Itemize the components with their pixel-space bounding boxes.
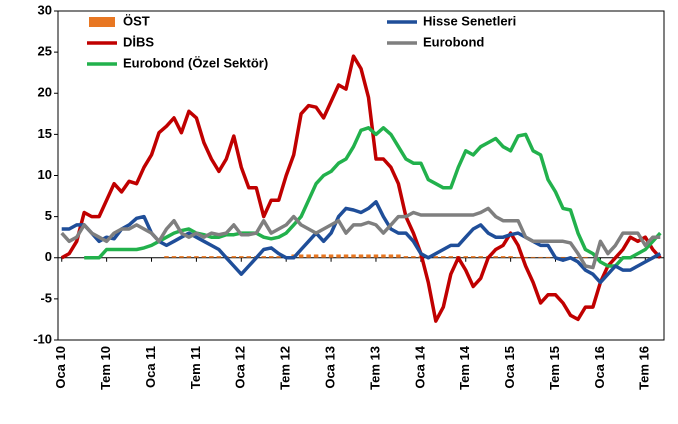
x-tick-label: Oca 13 xyxy=(323,346,338,389)
x-tick-label: Tem 11 xyxy=(188,346,203,389)
bar xyxy=(306,254,311,258)
bar xyxy=(231,256,237,258)
bar xyxy=(560,256,566,258)
bar xyxy=(508,256,513,258)
bar xyxy=(441,256,446,258)
line xyxy=(60,206,661,270)
legend-label: Eurobond xyxy=(423,34,484,49)
x-tick-label: Oca 11 xyxy=(143,346,158,388)
bar xyxy=(396,254,401,258)
x-tick-label: Oca 10 xyxy=(53,346,68,389)
x-tick-label: Tem 12 xyxy=(278,346,293,390)
bar xyxy=(351,254,356,258)
bar xyxy=(358,254,364,258)
line xyxy=(60,54,662,323)
x-tick-label: Oca 16 xyxy=(592,346,607,389)
line xyxy=(61,200,662,285)
bar xyxy=(164,256,169,258)
bar xyxy=(313,254,319,258)
bar xyxy=(515,256,521,258)
y-tick-label: 5 xyxy=(45,208,52,223)
bar xyxy=(261,256,266,258)
x-tick-label: Tem 15 xyxy=(547,346,562,390)
legend-swatch xyxy=(89,17,115,27)
legend-label: Eurobond (Özel Sektör) xyxy=(123,55,268,70)
bar xyxy=(343,254,349,258)
bar xyxy=(328,254,334,258)
bar xyxy=(433,256,439,258)
legend-label: DİBS xyxy=(123,34,154,49)
x-tick-label: Tem 14 xyxy=(457,345,472,390)
x-tick-label: Oca 12 xyxy=(233,346,248,389)
bar xyxy=(538,256,543,258)
bar xyxy=(366,254,371,258)
bar xyxy=(575,256,581,258)
bar xyxy=(179,256,184,258)
y-tick-label: 25 xyxy=(38,44,52,59)
bar xyxy=(545,256,551,258)
bar xyxy=(186,256,192,258)
y-tick-label: -5 xyxy=(40,290,52,305)
bar xyxy=(448,256,454,258)
bar xyxy=(411,256,416,258)
bar xyxy=(246,256,252,258)
bar xyxy=(478,256,483,258)
bar xyxy=(403,256,409,258)
bar xyxy=(523,256,528,258)
bar xyxy=(201,256,207,258)
bar xyxy=(298,254,304,258)
bar xyxy=(239,256,244,258)
legend-label: ÖST xyxy=(123,13,150,28)
x-tick-label: Oca 14 xyxy=(412,345,427,388)
y-tick-label: 30 xyxy=(38,2,52,17)
bar xyxy=(373,254,379,258)
y-tick-label: 0 xyxy=(45,249,52,264)
bar xyxy=(268,256,274,258)
y-tick-label: 15 xyxy=(38,126,52,141)
y-tick-label: 20 xyxy=(38,85,52,100)
x-tick-label: Tem 10 xyxy=(98,346,113,390)
bar xyxy=(493,256,498,258)
bar xyxy=(583,256,588,258)
x-tick-label: Oca 15 xyxy=(502,346,517,389)
bar xyxy=(336,254,341,258)
bar xyxy=(500,256,506,258)
bar xyxy=(209,256,214,258)
y-tick-label: -10 xyxy=(33,331,52,346)
bar xyxy=(171,256,177,258)
bar xyxy=(276,256,281,258)
bar xyxy=(194,256,199,258)
bar xyxy=(470,256,476,258)
bar xyxy=(388,254,394,258)
bar xyxy=(463,256,468,258)
bar xyxy=(321,254,326,258)
x-tick-label: Tem 13 xyxy=(367,346,382,390)
y-tick-label: 10 xyxy=(38,167,52,182)
bar xyxy=(381,254,386,258)
bar xyxy=(216,256,222,258)
bar xyxy=(530,256,536,258)
legend-label: Hisse Senetleri xyxy=(423,13,516,28)
x-tick-label: Tem 16 xyxy=(637,346,652,390)
